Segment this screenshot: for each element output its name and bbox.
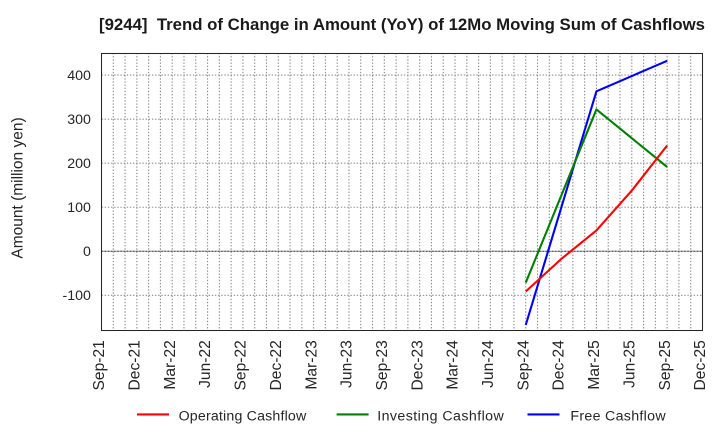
svg-text:0: 0 xyxy=(83,244,91,260)
svg-text:Sep-23: Sep-23 xyxy=(374,340,391,390)
svg-text:Amount (million yen): Amount (million yen) xyxy=(9,117,26,258)
svg-text:Mar-23: Mar-23 xyxy=(303,340,320,389)
svg-text:Jun-25: Jun-25 xyxy=(621,340,638,388)
svg-text:300: 300 xyxy=(67,112,91,128)
svg-text:Sep-25: Sep-25 xyxy=(657,340,674,391)
svg-text:200: 200 xyxy=(67,156,91,172)
svg-text:Sep-21: Sep-21 xyxy=(91,340,108,390)
svg-text:Mar-25: Mar-25 xyxy=(586,340,603,390)
svg-text:Dec-25: Dec-25 xyxy=(692,340,709,391)
svg-text:[9244] Trend of Change in Amo: [9244] Trend of Change in Amount (YoY) o… xyxy=(99,15,705,34)
svg-text:Jun-24: Jun-24 xyxy=(480,340,497,388)
svg-text:Dec-23: Dec-23 xyxy=(409,340,426,390)
svg-text:Operating Cashflow: Operating Cashflow xyxy=(179,408,307,424)
svg-text:100: 100 xyxy=(67,200,91,216)
svg-text:Jun-23: Jun-23 xyxy=(339,340,356,388)
svg-text:Mar-22: Mar-22 xyxy=(162,340,179,389)
svg-text:Dec-21: Dec-21 xyxy=(127,340,144,390)
svg-text:Investing Cashflow: Investing Cashflow xyxy=(377,408,504,424)
svg-text:-100: -100 xyxy=(62,288,91,304)
svg-text:Dec-22: Dec-22 xyxy=(268,340,285,390)
svg-text:Free Cashflow: Free Cashflow xyxy=(570,408,666,424)
svg-text:Sep-22: Sep-22 xyxy=(233,340,250,390)
svg-text:400: 400 xyxy=(67,68,91,84)
svg-text:Sep-24: Sep-24 xyxy=(515,340,532,391)
svg-text:Jun-22: Jun-22 xyxy=(197,340,214,388)
svg-text:Dec-24: Dec-24 xyxy=(551,340,568,391)
svg-text:Mar-24: Mar-24 xyxy=(445,340,462,390)
